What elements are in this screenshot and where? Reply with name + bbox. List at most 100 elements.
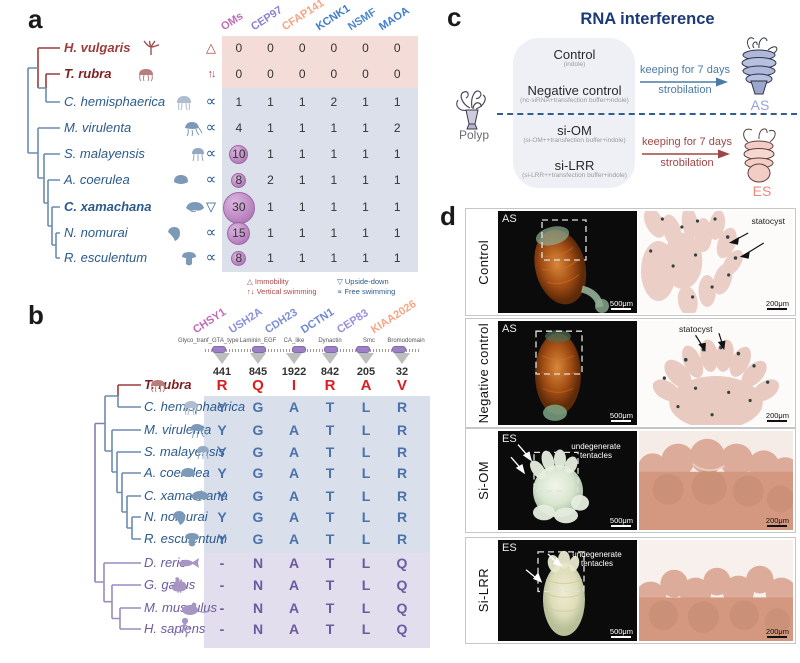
species-label: S. malayensis <box>64 146 145 161</box>
cell: G <box>252 509 264 525</box>
cell: A <box>288 621 300 637</box>
panel-c-title: RNA interference <box>580 10 715 28</box>
table-row: 30 1 1 1 1 1 <box>223 198 413 216</box>
scale-bar: 200μm <box>766 516 789 527</box>
cell: L <box>361 531 371 547</box>
cell: Q <box>252 377 264 394</box>
human-icon <box>178 618 191 638</box>
cell: A <box>288 555 300 571</box>
fish-icon <box>178 558 199 568</box>
legend-label: Immobility <box>254 277 289 286</box>
cell: A <box>288 531 300 547</box>
cell: A <box>288 488 300 504</box>
micrograph-row-si-om: Si-OM ES undegenerat <box>465 428 796 533</box>
cell: 0 <box>393 67 401 81</box>
strobilation-arrow <box>642 149 730 159</box>
domain-label: Bromodomain <box>387 338 425 344</box>
cell: G <box>252 422 264 438</box>
cell: 0 <box>362 41 369 55</box>
cell: L <box>361 488 371 504</box>
cell: 0 <box>267 41 274 55</box>
table-a-highlight-nonswimmer <box>222 36 418 88</box>
cell: R <box>396 422 408 438</box>
position-funnel <box>286 353 302 364</box>
scale-bar-line <box>611 420 632 422</box>
gene-column-header: KIAA2026 <box>368 298 419 337</box>
free-swimming-icon: ∝ <box>205 145 217 162</box>
polyp-label: Polyp <box>458 128 490 142</box>
cell: G <box>252 444 264 460</box>
cell: R <box>396 509 408 525</box>
micrograph-row-control: Control AS 500μm <box>465 208 796 316</box>
table-row: 0 0 0 0 0 0 <box>223 65 413 83</box>
gene-column-header: CHSY1 <box>190 306 229 337</box>
cell: I <box>291 377 297 394</box>
table-b-highlight-vertebrata <box>204 553 430 648</box>
treatment-divider <box>497 113 797 115</box>
cell: Y <box>217 444 227 460</box>
table-b-highlight-cnidaria <box>204 396 430 553</box>
cell: A <box>288 509 300 525</box>
cell: A <box>288 465 300 481</box>
species-label: M. virulenta <box>64 120 132 135</box>
cell: G <box>252 399 264 415</box>
cell: R <box>396 531 408 547</box>
jellyfish-icon <box>177 96 191 111</box>
cell: R <box>396 465 408 481</box>
legend-label: Free swimming <box>344 287 396 296</box>
cell: 2 <box>330 95 338 109</box>
scale-text: 500μm <box>609 515 633 525</box>
jellyfish-icon <box>191 491 209 502</box>
cell: Y <box>217 399 227 415</box>
treatment-name: si-OM <box>557 123 592 138</box>
fluorescence-micrograph: ES undegenerate tentacles 500μm <box>498 540 637 641</box>
cell: 1 <box>267 121 274 135</box>
statocyst-annotation: statocyst <box>751 216 785 226</box>
scale-bar: 500μm <box>610 411 633 422</box>
table-row: 10 1 1 1 1 1 <box>223 145 413 163</box>
cell: Y <box>217 509 227 525</box>
phylo-tree-b <box>94 384 141 630</box>
cell: 1 <box>362 173 369 187</box>
cell: 1 <box>267 251 274 265</box>
tentacle-annotation: undegenerate tentacles <box>571 442 621 461</box>
row-label: Si-LRR <box>475 568 491 613</box>
cell: 1 <box>393 95 401 109</box>
row-label: Si-OM <box>475 461 491 500</box>
table-a-highlight-swimmer <box>222 88 418 272</box>
cell: 1 <box>330 121 338 135</box>
domain-pill <box>212 346 226 353</box>
cell: 1 <box>330 173 338 187</box>
cell: T <box>325 465 335 481</box>
free-swimming-icon: ∝ <box>205 93 217 110</box>
cell: 1 <box>330 200 338 214</box>
row-label-strip: Negative control <box>468 321 498 425</box>
free-swimming-icon: ∝ <box>337 287 343 296</box>
legend-upside-down: ▽ Upside-down <box>337 277 389 286</box>
cell: - <box>219 600 225 616</box>
species-label: C. hemisphaerica <box>64 94 166 109</box>
scale-text: 500μm <box>609 298 633 308</box>
cell: 1 <box>362 147 369 161</box>
cell: Q <box>396 600 408 616</box>
jellyfish-icon <box>173 511 185 525</box>
scale-bar: 200μm <box>766 299 789 310</box>
cell: T <box>325 399 335 415</box>
cell: - <box>219 621 225 637</box>
cell: 0 <box>235 41 243 55</box>
cell: Y <box>217 422 227 438</box>
pathway-text: strobilation <box>660 157 714 169</box>
table-row: 0 0 0 0 0 0 <box>223 39 413 57</box>
treatment-name: Control <box>553 47 596 62</box>
cell: 441 <box>212 366 232 378</box>
row-label: Control <box>475 239 491 285</box>
jellyfish-icon <box>184 401 198 416</box>
jellyfish-icon <box>186 202 204 213</box>
jellyfish-icon <box>192 148 204 162</box>
cell: Q <box>396 555 408 571</box>
cell: R <box>324 377 336 394</box>
